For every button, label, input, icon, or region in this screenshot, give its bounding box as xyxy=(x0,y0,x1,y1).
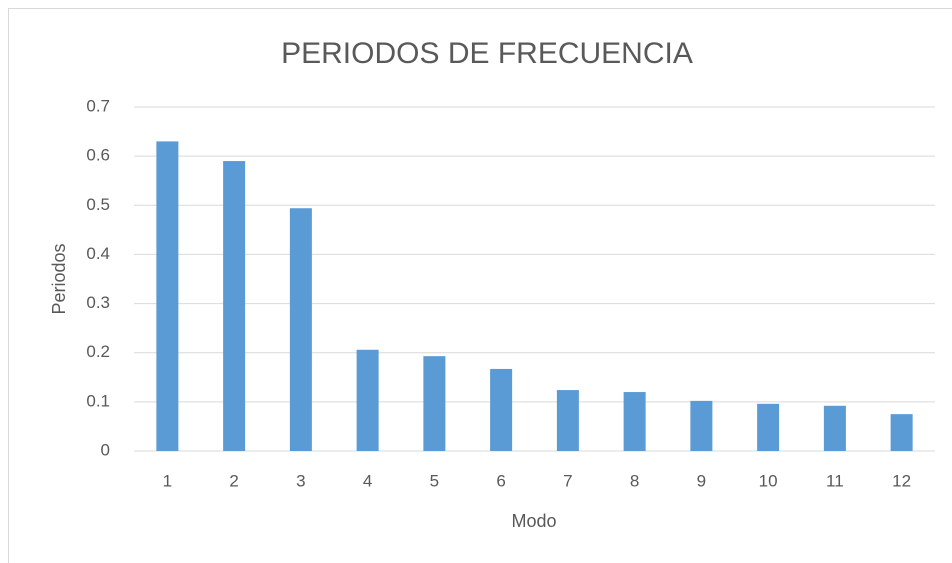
y-tick-label: 0.7 xyxy=(86,96,110,115)
bar xyxy=(556,390,579,451)
y-axis-label: Periodos xyxy=(49,243,69,314)
x-tick-label: 9 xyxy=(697,471,706,490)
x-tick-label: 7 xyxy=(563,471,572,490)
x-tick-label: 2 xyxy=(229,471,238,490)
bar xyxy=(623,392,646,451)
chart-title: PERIODOS DE FRECUENCIA xyxy=(281,37,693,70)
x-tick-label: 8 xyxy=(630,471,639,490)
y-tick-label: 0.6 xyxy=(86,146,110,165)
y-tick-label: 0.2 xyxy=(86,342,110,361)
bar xyxy=(223,161,246,452)
x-tick-label: 4 xyxy=(363,471,372,490)
x-tick-label: 1 xyxy=(163,471,172,490)
bar xyxy=(690,400,713,451)
bar xyxy=(423,356,446,451)
y-tick-label: 0.4 xyxy=(86,244,110,263)
bar xyxy=(356,349,379,451)
x-tick-label: 5 xyxy=(430,471,439,490)
x-tick-label: 3 xyxy=(296,471,305,490)
bar xyxy=(490,368,513,451)
x-tick-label: 11 xyxy=(826,471,844,490)
bar xyxy=(757,403,780,451)
bar xyxy=(156,141,179,451)
x-axis-label: Modo xyxy=(511,511,556,531)
y-tick-label: 0 xyxy=(101,440,110,459)
bar xyxy=(289,208,312,451)
y-tick-label: 0.3 xyxy=(86,293,110,312)
x-tick-label: 12 xyxy=(892,471,911,490)
bar xyxy=(890,414,913,451)
x-tick-label: 6 xyxy=(496,471,505,490)
chart-border xyxy=(8,8,952,563)
y-tick-label: 0.1 xyxy=(86,391,110,410)
x-tick-label: 10 xyxy=(759,471,778,490)
bar xyxy=(823,405,846,451)
y-tick-label: 0.5 xyxy=(86,195,110,214)
